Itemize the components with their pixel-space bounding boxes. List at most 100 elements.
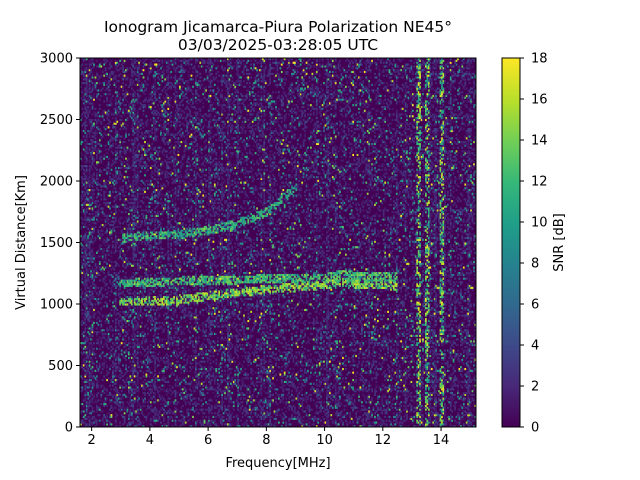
heatmap-cell (110, 283, 113, 286)
heatmap-cell (158, 157, 161, 160)
heatmap-cell (112, 159, 114, 162)
heatmap-cell (125, 320, 127, 323)
heatmap-cell (144, 262, 146, 265)
heatmap-cell (149, 135, 152, 138)
heatmap-cell (145, 235, 148, 238)
heatmap-cell (147, 183, 149, 186)
heatmap-cell (100, 115, 103, 118)
heatmap-cell (112, 227, 114, 230)
heatmap-cell (152, 340, 155, 343)
heatmap-cell (145, 163, 148, 166)
heatmap-cell (109, 104, 111, 107)
heatmap-cell (144, 242, 146, 245)
heatmap-cell (133, 137, 136, 140)
heatmap-cell (138, 67, 140, 70)
heatmap-cell (82, 316, 85, 319)
heatmap-cell (147, 165, 149, 168)
heatmap-cell (154, 288, 156, 291)
heatmap-cell (167, 176, 170, 179)
heatmap-cell (84, 266, 87, 269)
heatmap-cell (116, 414, 119, 417)
heatmap-cell (170, 270, 173, 273)
heatmap-cell (82, 342, 85, 345)
heatmap-cell (101, 286, 104, 289)
heatmap-cell (123, 279, 126, 282)
heatmap-cell (165, 425, 168, 428)
heatmap-cell (142, 297, 145, 301)
heatmap-cell (88, 286, 91, 289)
heatmap-cell (125, 366, 127, 369)
heatmap-cell (119, 360, 122, 363)
heatmap-cell (141, 240, 143, 243)
heatmap-cell (98, 142, 101, 146)
heatmap-cell (101, 185, 104, 188)
heatmap-cell (110, 150, 113, 153)
heatmap-cell (132, 227, 135, 230)
heatmap-cell (85, 390, 88, 393)
heatmap-cell (132, 194, 135, 197)
heatmap-cell (147, 231, 149, 234)
heatmap-cell (163, 131, 165, 134)
heatmap-cell (101, 257, 104, 260)
heatmap-cell (136, 200, 139, 203)
heatmap-cell (126, 408, 129, 411)
heatmap-cell (80, 242, 82, 245)
heatmap-cell (128, 391, 130, 395)
heatmap-cell (152, 122, 155, 125)
heatmap-cell (157, 146, 159, 149)
heatmap-cell (100, 194, 103, 197)
heatmap-cell (170, 253, 173, 256)
heatmap-cell (84, 104, 87, 107)
heatmap-cell (167, 299, 170, 302)
heatmap-cell (107, 111, 110, 114)
heatmap-cell (160, 201, 162, 205)
heatmap-cell (160, 242, 162, 245)
heatmap-cell (135, 139, 138, 142)
heatmap-cell (170, 155, 173, 158)
heatmap-cell (128, 279, 130, 282)
heatmap-cell (103, 249, 106, 253)
heatmap-cell (117, 166, 120, 170)
heatmap-cell (164, 277, 167, 280)
heatmap-cell (135, 176, 138, 179)
heatmap-cell (113, 161, 116, 164)
heatmap-cell (120, 115, 123, 118)
heatmap-cell (165, 380, 168, 384)
heatmap-cell (123, 301, 126, 304)
heatmap-cell (161, 321, 164, 324)
heatmap-cell (101, 419, 104, 422)
heatmap-cell (154, 331, 156, 334)
heatmap-cell (84, 240, 87, 243)
heatmap-cell (131, 414, 133, 417)
heatmap-cell (109, 399, 111, 402)
heatmap-cell (104, 321, 107, 324)
heatmap-cell (117, 356, 120, 360)
heatmap-cell (142, 213, 145, 216)
heatmap-cell (109, 176, 111, 179)
heatmap-cell (157, 266, 159, 269)
heatmap-cell (168, 246, 171, 249)
heatmap-cell (80, 141, 82, 144)
heatmap-cell (136, 351, 139, 354)
heatmap-cell (114, 176, 117, 179)
heatmap-cell (97, 200, 100, 203)
heatmap-cell (97, 183, 100, 186)
heatmap-cell (145, 222, 148, 225)
heatmap-cell (136, 362, 139, 365)
heatmap-cell (152, 296, 155, 299)
heatmap-cell (161, 133, 164, 136)
heatmap-cell (85, 80, 88, 83)
heatmap-cell (142, 388, 145, 391)
heatmap-cell (110, 168, 113, 171)
heatmap-cell (167, 220, 170, 223)
heatmap-cell (125, 166, 127, 170)
heatmap-cell (136, 222, 139, 225)
heatmap-cell (114, 279, 117, 282)
heatmap-cell (147, 369, 149, 372)
heatmap-cell (142, 229, 145, 232)
heatmap-cell (104, 266, 107, 269)
heatmap-cell (112, 220, 114, 223)
heatmap-cell (109, 192, 111, 195)
heatmap-cell (160, 294, 162, 297)
heatmap-cell (155, 235, 158, 238)
